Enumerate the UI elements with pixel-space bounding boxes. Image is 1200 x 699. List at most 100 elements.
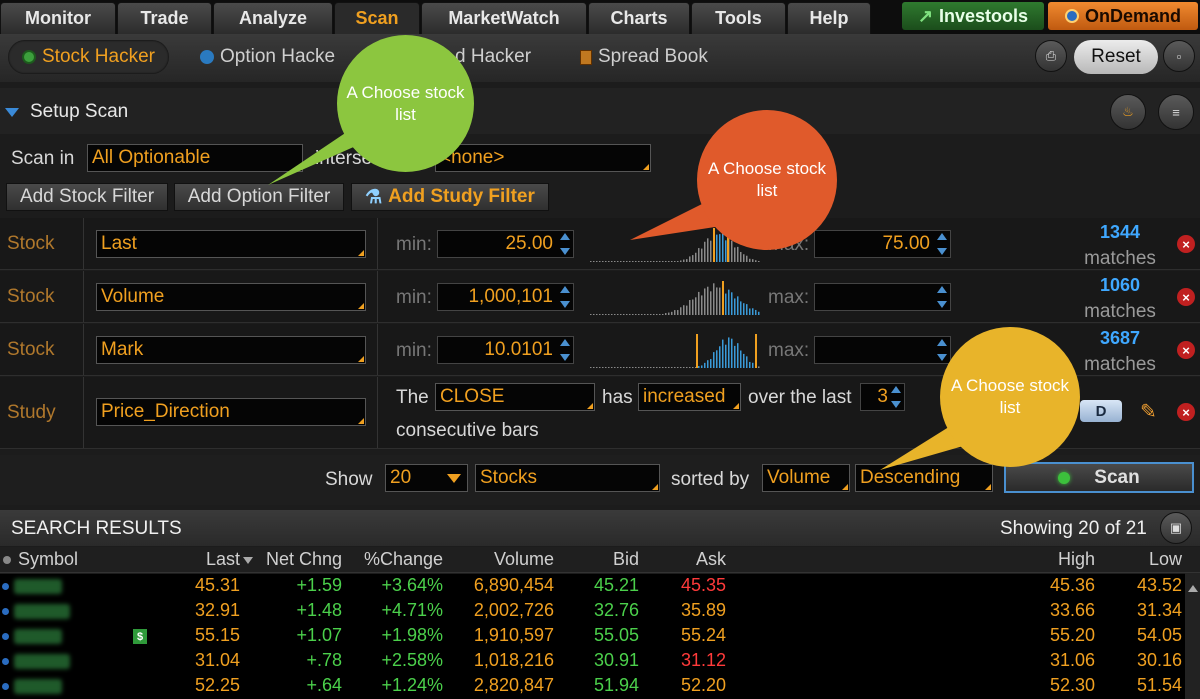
collapse-triangle-icon[interactable] — [5, 108, 19, 117]
histogram-bar — [734, 247, 736, 262]
table-row[interactable]: $55.15 +1.07 +1.98% 1,910,597 55.05 55.24 55.2… — [0, 624, 1185, 649]
show-count-select[interactable]: 20 — [385, 464, 468, 492]
subtab-spread-hacker[interactable]: d Hacker — [455, 40, 531, 74]
histogram-bar — [614, 261, 616, 262]
col-ask[interactable]: Ask — [695, 549, 726, 569]
reset-button[interactable]: Reset — [1074, 40, 1158, 74]
tab-tools[interactable]: Tools — [691, 2, 786, 34]
tab-marketwatch[interactable]: MarketWatch — [421, 2, 587, 34]
study-the-label: The — [396, 387, 429, 408]
histogram-last[interactable] — [590, 226, 760, 266]
scan-in-select[interactable]: All Optionable — [87, 144, 303, 172]
col-volume[interactable]: Volume — [493, 549, 554, 569]
histogram-bar — [680, 260, 682, 262]
histogram-bar — [668, 367, 670, 368]
scroll-up-icon[interactable] — [1188, 585, 1198, 592]
study-direction-select[interactable]: increased — [638, 383, 741, 411]
max-input[interactable]: 75.00 — [814, 230, 951, 258]
symbol-redacted[interactable] — [14, 579, 62, 594]
delete-filter-icon[interactable]: × — [1177, 341, 1195, 359]
min-value: 25.00 — [505, 233, 553, 254]
filter-type: Stock — [0, 324, 84, 375]
col-low[interactable]: Low — [1148, 549, 1182, 569]
delete-filter-icon[interactable]: × — [1177, 403, 1195, 421]
col-symbol[interactable]: Symbol — [18, 549, 79, 569]
ondemand-button[interactable]: OnDemand — [1048, 2, 1198, 30]
menu-list-icon[interactable]: ≡ — [1158, 94, 1194, 130]
symbol-redacted[interactable] — [14, 654, 70, 669]
tab-help[interactable]: Help — [787, 2, 871, 34]
histogram-volume[interactable] — [590, 279, 760, 319]
study-name-select[interactable]: Price_Direction — [96, 398, 366, 426]
investools-button[interactable]: ↗ Investools — [902, 2, 1044, 30]
histogram-bar — [593, 367, 595, 368]
spinner-icon[interactable] — [936, 286, 948, 308]
add-stock-filter-button[interactable]: Add Stock Filter — [6, 183, 168, 211]
add-study-filter-button[interactable]: ⚗ Add Study Filter — [351, 183, 549, 211]
symbol-redacted[interactable] — [14, 604, 70, 619]
min-input[interactable]: 10.0101 — [437, 336, 574, 364]
scan-button[interactable]: Scan — [1004, 462, 1194, 493]
min-input[interactable]: 25.00 — [437, 230, 574, 258]
histogram-bar — [716, 287, 718, 315]
delete-filter-icon[interactable]: × — [1177, 235, 1195, 253]
window-icon[interactable]: ▫ — [1163, 40, 1195, 72]
subtab-spread-book[interactable]: Spread Book — [580, 40, 708, 74]
filter-name-select[interactable]: Volume — [96, 283, 366, 311]
symbol-redacted[interactable] — [14, 629, 62, 644]
period-button[interactable]: D — [1080, 400, 1122, 422]
max-input[interactable] — [814, 336, 951, 364]
tab-scan[interactable]: Scan — [334, 2, 420, 34]
table-row[interactable]: 45.31 +1.59 +3.64% 6,890,454 45.21 45.35 45.36… — [0, 574, 1185, 599]
setup-scan-header[interactable]: Setup Scan ♨ ≡ — [0, 88, 1200, 134]
cell-net: +.64 — [306, 675, 342, 695]
save-icon[interactable]: ▣ — [1160, 512, 1192, 544]
edit-pencil-icon[interactable]: ✎ — [1140, 401, 1157, 423]
histogram-mark[interactable] — [590, 332, 760, 372]
show-kind-select[interactable]: Stocks — [475, 464, 660, 492]
col-net-change[interactable]: Net Chng — [265, 549, 342, 569]
print-icon[interactable]: ⎙ — [1035, 40, 1067, 72]
col-last[interactable]: Last — [205, 549, 240, 569]
tab-trade[interactable]: Trade — [117, 2, 212, 34]
dropdown-arrow-icon[interactable] — [447, 474, 461, 483]
study-field-select[interactable]: CLOSE — [435, 383, 595, 411]
histogram-bar — [599, 314, 601, 315]
study-suffix-label: consecutive bars — [396, 420, 539, 441]
spinner-icon[interactable] — [559, 339, 571, 361]
table-row[interactable]: 31.04 +.78 +2.58% 1,018,216 30.91 31.12 31.06 3… — [0, 649, 1185, 674]
spinner-icon[interactable] — [559, 233, 571, 255]
intersect-select[interactable]: <none> — [435, 144, 651, 172]
max-input[interactable] — [814, 283, 951, 311]
subtab-option-hacker[interactable]: Option Hacke — [200, 40, 335, 74]
subtab-stock-hacker[interactable]: Stock Hacker — [8, 40, 169, 74]
col-bid[interactable]: Bid — [612, 549, 639, 569]
delete-filter-icon[interactable]: × — [1177, 288, 1195, 306]
sort-order-select[interactable]: Descending — [855, 464, 993, 492]
tab-analyze[interactable]: Analyze — [213, 2, 333, 34]
histogram-bar — [647, 367, 649, 368]
tab-charts[interactable]: Charts — [588, 2, 690, 34]
tab-monitor[interactable]: Monitor — [0, 2, 116, 34]
min-input[interactable]: 1,000,101 — [437, 283, 574, 311]
top-menu-bar: Monitor Trade Analyze Scan MarketWatch C… — [0, 0, 1200, 34]
histogram-bar — [698, 291, 700, 315]
symbol-redacted[interactable] — [14, 679, 62, 694]
spinner-icon[interactable] — [890, 386, 902, 408]
results-scrollbar[interactable] — [1185, 573, 1200, 699]
col-pct-change[interactable]: %Change — [363, 549, 443, 569]
spinner-icon[interactable] — [936, 339, 948, 361]
spinner-icon[interactable] — [936, 233, 948, 255]
table-row[interactable]: 52.25 +.64 +1.24% 2,820,847 51.94 52.20 52.30 5… — [0, 674, 1185, 699]
spinner-icon[interactable] — [559, 286, 571, 308]
max-label: max: — [768, 340, 810, 361]
flame-icon[interactable]: ♨ — [1110, 94, 1146, 130]
table-row[interactable]: 32.91 +1.48 +4.71% 2,002,726 32.76 35.89 33.66… — [0, 599, 1185, 624]
col-high[interactable]: High — [1057, 549, 1095, 569]
sort-field-select[interactable]: Volume — [762, 464, 850, 492]
filter-name-select[interactable]: Mark — [96, 336, 366, 364]
filter-name-select[interactable]: Last — [96, 230, 366, 258]
histogram-bar — [734, 298, 736, 315]
add-option-filter-button[interactable]: Add Option Filter — [174, 183, 344, 211]
study-bars-input[interactable]: 3 — [860, 383, 905, 411]
